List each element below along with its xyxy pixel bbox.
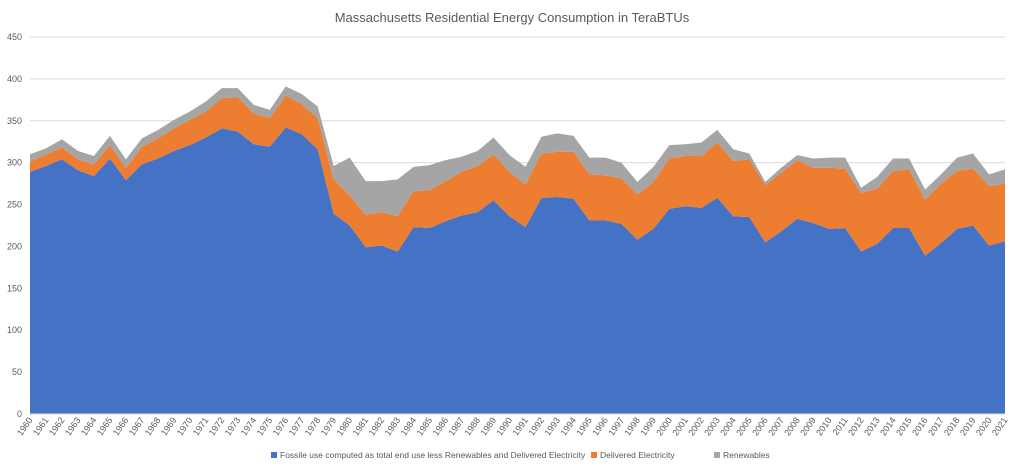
x-tick-label: 1988	[462, 415, 482, 437]
x-tick-label: 1979	[319, 415, 339, 437]
x-tick-label: 1980	[335, 415, 355, 437]
x-tick-label: 1993	[542, 415, 562, 437]
legend-swatch-2	[591, 452, 597, 458]
x-tick-label: 1996	[590, 415, 610, 437]
x-tick-label: 2015	[894, 415, 914, 437]
y-tick-label: 50	[12, 367, 22, 377]
x-tick-label: 2004	[718, 415, 738, 437]
x-tick-label: 2021	[990, 415, 1010, 437]
x-tick-label: 1964	[79, 415, 99, 437]
y-tick-label: 350	[7, 116, 22, 126]
x-tick-label: 1975	[255, 415, 275, 437]
area-series-1	[30, 127, 1005, 414]
x-tick-label: 2018	[942, 415, 962, 437]
x-tick-label: 2008	[782, 415, 802, 437]
x-tick-label: 1971	[191, 415, 211, 437]
x-tick-label: 1972	[207, 415, 227, 437]
x-tick-label: 1970	[175, 415, 195, 437]
area-series	[30, 86, 1005, 415]
chart-title: Massachusetts Residential Energy Consump…	[335, 10, 690, 25]
x-tick-label: 1965	[95, 415, 115, 437]
y-tick-label: 0	[17, 409, 22, 419]
x-tick-label: 1992	[526, 415, 546, 437]
x-tick-label: 1981	[351, 415, 371, 437]
y-tick-label: 250	[7, 200, 22, 210]
x-tick-label: 1977	[287, 415, 307, 437]
x-tick-label: 1985	[415, 415, 435, 437]
x-tick-label: 1983	[383, 415, 403, 437]
x-tick-label: 2013	[862, 415, 882, 437]
legend: Fossile use computed as total end use le…	[271, 450, 770, 460]
x-tick-label: 2001	[670, 415, 690, 437]
x-tick-label: 1978	[303, 415, 323, 437]
x-tick-label: 2000	[654, 415, 674, 437]
x-tick-label: 2017	[926, 415, 946, 437]
x-tick-label: 1963	[63, 415, 83, 437]
x-tick-label: 1962	[47, 415, 67, 437]
legend-label-2: Delivered Electricity	[600, 450, 675, 460]
x-tick-label: 1998	[622, 415, 642, 437]
y-tick-label: 400	[7, 74, 22, 84]
x-tick-label: 1987	[447, 415, 467, 437]
x-tick-label: 2006	[750, 415, 770, 437]
x-tick-label: 2007	[766, 415, 786, 437]
x-tick-label: 1986	[431, 415, 451, 437]
x-tick-label: 1966	[111, 415, 131, 437]
x-tick-label: 1961	[31, 415, 51, 437]
x-axis-ticks: 1960196119621963196419651966196719681969…	[15, 415, 1010, 437]
x-tick-label: 1984	[399, 415, 419, 437]
x-tick-label: 2010	[814, 415, 834, 437]
y-tick-label: 150	[7, 283, 22, 293]
x-tick-label: 1990	[494, 415, 514, 437]
x-tick-label: 2020	[974, 415, 994, 437]
x-tick-label: 1994	[558, 415, 578, 437]
y-tick-label: 100	[7, 325, 22, 335]
x-tick-label: 2011	[831, 415, 850, 437]
y-axis-ticks: 0 50 100 150 200 250 300 350 400 450	[7, 32, 22, 419]
x-tick-label: 1989	[478, 415, 498, 437]
x-tick-label: 1999	[638, 415, 658, 437]
area-series-2	[30, 95, 1005, 256]
x-tick-label: 2016	[910, 415, 930, 437]
x-tick-label: 1982	[367, 415, 387, 437]
x-tick-label: 2005	[734, 415, 754, 437]
legend-label-3: Renewables	[723, 450, 770, 460]
x-tick-label: 2002	[686, 415, 706, 437]
x-tick-label: 1968	[143, 415, 163, 437]
x-tick-label: 1995	[574, 415, 594, 437]
x-tick-label: 1997	[606, 415, 626, 437]
x-tick-label: 1973	[223, 415, 243, 437]
y-tick-label: 450	[7, 32, 22, 42]
x-tick-label: 2014	[878, 415, 898, 437]
legend-swatch-3	[714, 452, 720, 458]
x-tick-label: 1976	[271, 415, 291, 437]
x-tick-label: 1974	[239, 415, 259, 437]
x-tick-label: 2012	[846, 415, 866, 437]
legend-swatch-1	[271, 452, 277, 458]
x-tick-label: 2019	[958, 415, 978, 437]
x-tick-label: 2009	[798, 415, 818, 437]
x-tick-label: 1991	[510, 415, 530, 437]
y-tick-label: 200	[7, 241, 22, 251]
legend-label-1: Fossile use computed as total end use le…	[280, 450, 586, 460]
x-tick-label: 1969	[159, 415, 179, 437]
x-tick-label: 2003	[702, 415, 722, 437]
x-tick-label: 1967	[127, 415, 147, 437]
y-tick-label: 300	[7, 158, 22, 168]
